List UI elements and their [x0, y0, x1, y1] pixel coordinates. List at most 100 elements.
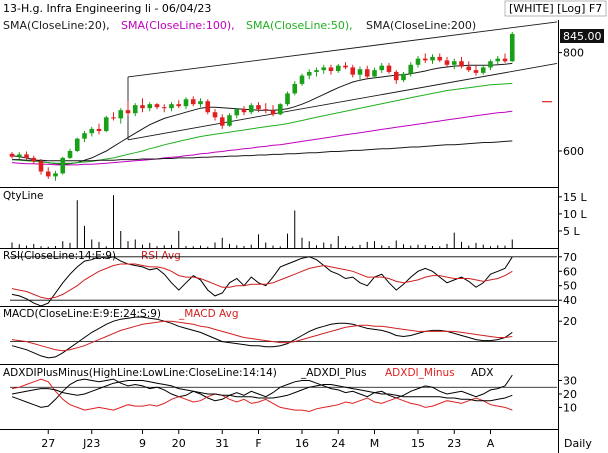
- candle-down: [328, 67, 334, 72]
- candle-up: [89, 128, 95, 134]
- candle-down: [263, 109, 269, 111]
- candle-down: [270, 110, 276, 115]
- sma200-line: [12, 140, 513, 162]
- candle-up: [82, 133, 87, 139]
- candle-up: [285, 93, 290, 105]
- candle-down: [444, 60, 450, 65]
- candle-up: [60, 157, 66, 174]
- x-tick-label: 16: [295, 437, 309, 450]
- candle-down: [219, 117, 225, 126]
- x-tick-label: F: [255, 437, 261, 450]
- sma100-line: [11, 110, 513, 166]
- candle-down: [459, 61, 464, 67]
- candle-up: [16, 154, 22, 157]
- legend-entry: SMA(CloseLine:50),: [246, 19, 353, 32]
- candle-down: [241, 109, 247, 113]
- adx-plus-label: _ADXDI_Plus: [300, 367, 367, 379]
- chart-title: 13-H.g. Infra Engineering li - 06/04/23: [3, 2, 211, 15]
- candle-up: [430, 56, 435, 61]
- channel-upper-line: [127, 21, 558, 78]
- x-tick-label: A: [487, 437, 495, 450]
- candle-up: [299, 75, 305, 84]
- indicator-tick-label: 60: [563, 265, 577, 278]
- volume-tick-label: 15 L: [563, 191, 587, 204]
- candle-up: [198, 101, 203, 105]
- candle-down: [176, 104, 182, 107]
- sma20-line: [11, 62, 513, 165]
- x-tick-label: 31: [215, 437, 229, 450]
- top-right-label[interactable]: [WHITE] [Log] F7: [504, 0, 607, 17]
- candle-up: [74, 138, 80, 151]
- indicator-tick-label: 50: [563, 280, 577, 293]
- candle-up: [227, 115, 232, 126]
- indicator-tick-label: 20: [563, 388, 577, 401]
- volume-panel-title: QtyLine: [3, 190, 43, 202]
- candle-up: [248, 105, 254, 113]
- adx-label: ADX: [471, 367, 493, 379]
- candle-up: [103, 117, 109, 132]
- x-tick-label: 23: [447, 437, 461, 450]
- legend-entry: SMA(CloseLine:20),: [3, 19, 110, 32]
- candle-down: [24, 154, 29, 158]
- adx-minus-label: ADXDI_Minus: [385, 367, 455, 379]
- indicator-tick-label: 10: [563, 401, 577, 414]
- rsi-panel: [10, 256, 557, 307]
- x-axis: 27 J23 9 20 31 F 16 24 M 15 23 A: [41, 429, 495, 450]
- candle-up: [306, 71, 312, 76]
- macd-panel: [10, 316, 557, 359]
- candle-down: [190, 99, 196, 105]
- candle-up: [277, 104, 283, 115]
- channel-lower-line: [127, 63, 558, 141]
- candle-down: [111, 117, 116, 119]
- adx-line: [11, 380, 513, 402]
- indicator-tick-label: 40: [563, 294, 577, 307]
- candle-up: [408, 64, 414, 74]
- candle-down: [386, 65, 392, 72]
- macd-avg-label: _MACD Avg: [178, 308, 239, 320]
- candle-up: [451, 61, 457, 65]
- candle-down: [31, 157, 37, 162]
- candle-down: [422, 58, 428, 61]
- price-panel: [9, 21, 558, 181]
- price-tag-value: 845.00: [563, 30, 602, 43]
- indicator-tick-label: 20: [563, 315, 577, 328]
- price-tick-label: 800: [563, 47, 584, 60]
- candle-up: [147, 104, 153, 109]
- candle-up: [495, 58, 501, 62]
- candle-up: [67, 150, 73, 158]
- candle-up: [415, 58, 421, 65]
- adx-panel: [10, 374, 557, 413]
- timeframe-label: Daily: [564, 437, 592, 450]
- adx-plus-line: [11, 374, 513, 408]
- volume-tick-label: 10 L: [563, 208, 587, 221]
- adx-panel-title: ADXDIPlusMinus(HighLine:LowLine:CloseLin…: [3, 367, 277, 379]
- candle-up: [169, 104, 174, 109]
- candle-up: [53, 173, 58, 177]
- candle-down: [437, 56, 443, 61]
- legend-entry: SMA(CloseLine:200): [366, 19, 476, 32]
- candle-down: [364, 69, 370, 77]
- candle-up: [335, 65, 341, 72]
- x-tick-label: J23: [82, 437, 100, 450]
- candle-down: [96, 128, 102, 132]
- macd-avg-line: [11, 320, 513, 352]
- candle-down: [212, 112, 218, 118]
- candle-down: [256, 105, 261, 110]
- candle-up: [480, 67, 486, 73]
- legend-entry: SMA(CloseLine:100),: [121, 19, 235, 32]
- candle-up: [509, 33, 515, 62]
- panel-frames: [0, 20, 559, 453]
- x-tick-label: 24: [331, 437, 345, 450]
- rsi-avg-line: [11, 263, 513, 300]
- candle-down: [205, 101, 211, 113]
- x-tick-label: 20: [172, 437, 186, 450]
- candle-up: [321, 67, 327, 71]
- indicator-tick-label: 30: [563, 374, 577, 387]
- candle-up: [379, 65, 385, 71]
- x-tick-label: M: [370, 437, 380, 450]
- price-tag: 845.00: [560, 29, 604, 43]
- candle-down: [9, 153, 15, 157]
- candle-down: [473, 70, 479, 73]
- indicator-tick-label: 70: [563, 251, 577, 264]
